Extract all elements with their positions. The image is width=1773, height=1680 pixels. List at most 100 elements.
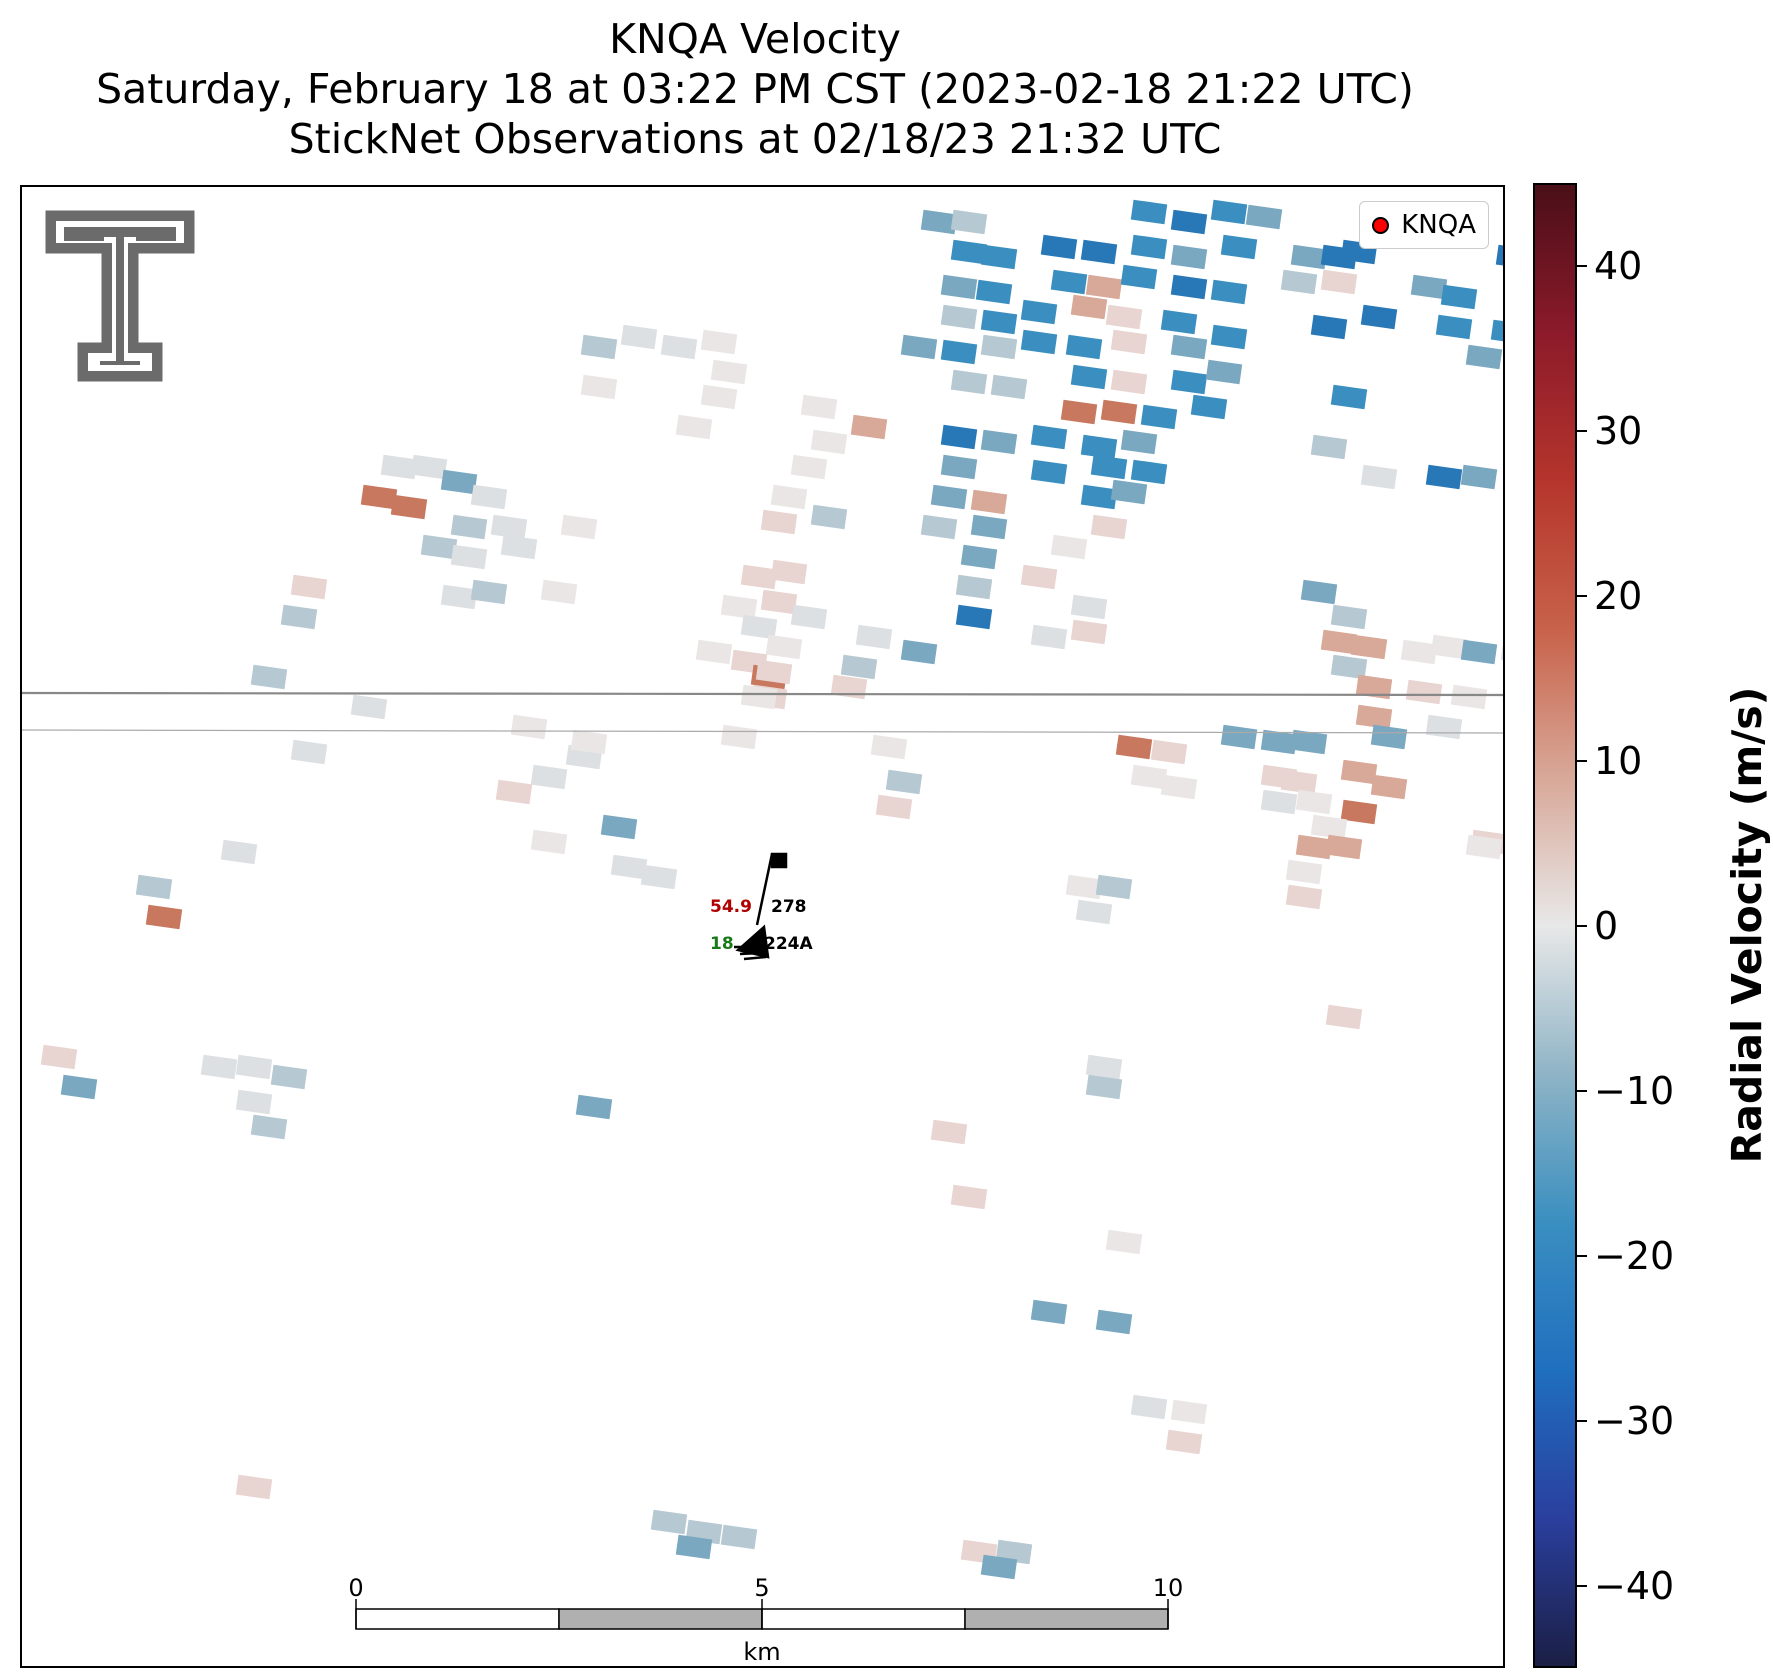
velocity-pixel (1065, 334, 1103, 360)
velocity-pixel (950, 209, 988, 235)
velocity-pixel (765, 634, 803, 660)
velocity-pixel (235, 1474, 273, 1500)
scale-bar (355, 1599, 1169, 1630)
velocity-pixel (900, 334, 938, 360)
velocity-pixel (855, 624, 893, 650)
velocity-pixel (1220, 234, 1258, 260)
velocity-pixel (770, 484, 808, 510)
velocity-pixel (470, 579, 508, 605)
velocity-pixel (1450, 684, 1488, 710)
velocity-pixel (1465, 344, 1503, 370)
legend-label: KNQA (1401, 210, 1476, 240)
colorbar-tick (1577, 264, 1587, 267)
velocity-pixel (1080, 434, 1118, 460)
velocity-pixel (1085, 1054, 1123, 1080)
velocity-pixel (1085, 1074, 1123, 1100)
velocity-pixel (1460, 639, 1498, 665)
velocity-pixel (1310, 814, 1348, 840)
velocity-pixel (220, 839, 258, 865)
velocity-pixel (1430, 634, 1468, 660)
velocity-pixel (450, 514, 488, 540)
velocity-pixel (900, 639, 938, 665)
velocity-pixel (610, 854, 648, 880)
velocity-pixel (490, 514, 528, 540)
velocity-pixel (1285, 884, 1323, 910)
colorbar (1533, 183, 1577, 1668)
velocity-pixel (1020, 299, 1058, 325)
title-line-1: KNQA Velocity (609, 15, 901, 63)
velocity-pixel (1030, 624, 1068, 650)
velocity-pixel (1260, 729, 1298, 755)
velocity-pixel (675, 414, 713, 440)
velocity-pixel (145, 904, 183, 930)
velocity-pixel (1105, 304, 1143, 330)
velocity-pixel (850, 414, 888, 440)
velocity-pixel (1500, 639, 1503, 665)
velocity-pixel (1065, 874, 1103, 900)
velocity-pixel (1290, 244, 1328, 270)
velocity-pixel (1130, 764, 1168, 790)
colorbar-tick-label: 20 (1594, 573, 1643, 618)
velocity-pixel (1340, 759, 1378, 785)
velocity-pixel (740, 614, 778, 640)
boundary-line (22, 691, 1503, 697)
velocity-pixel (1400, 639, 1438, 665)
velocity-pixels (40, 199, 1503, 1580)
velocity-pixel (720, 594, 758, 620)
velocity-pixel (560, 514, 598, 540)
velocity-pixel (250, 664, 288, 690)
velocity-pixel (1110, 329, 1148, 355)
colorbar-tick-label: −20 (1594, 1233, 1675, 1278)
velocity-pixel (695, 639, 733, 665)
velocity-pixel (950, 239, 988, 265)
velocity-pixel (420, 534, 458, 560)
velocity-pixel (1435, 314, 1473, 340)
velocity-pixel (135, 874, 173, 900)
velocity-pixel (955, 604, 993, 630)
velocity-pixel (1085, 274, 1123, 300)
velocity-pixel (800, 394, 838, 420)
velocity-pixel (1170, 334, 1208, 360)
velocity-pixel (580, 334, 618, 360)
velocity-pixel (940, 339, 978, 365)
colorbar-tick-label: −40 (1594, 1563, 1675, 1608)
velocity-pixel (660, 334, 698, 360)
velocity-pixel (1405, 679, 1443, 705)
velocity-pixel (1330, 384, 1368, 410)
scale-tick-0: 0 (348, 1574, 364, 1602)
colorbar-tick-label: 40 (1594, 243, 1643, 288)
velocity-pixel (1170, 369, 1208, 395)
velocity-pixel (1075, 899, 1113, 925)
velocity-pixel (675, 1534, 713, 1560)
velocity-pixel (1460, 464, 1498, 490)
velocity-pixel (1320, 629, 1358, 655)
velocity-pixel (1130, 459, 1168, 485)
colorbar-tick (1577, 594, 1587, 597)
velocity-pixel (440, 469, 478, 495)
velocity-pixel (760, 509, 798, 535)
velocity-pixel (575, 1094, 613, 1120)
velocity-pixel (955, 574, 993, 600)
velocity-pixel (410, 454, 448, 480)
velocity-pixel (530, 764, 568, 790)
velocity-pixel (1410, 274, 1448, 300)
station-id: 224A (764, 934, 813, 954)
velocity-pixel (870, 734, 908, 760)
velocity-pixel (1165, 1429, 1203, 1455)
velocity-pixel (1260, 789, 1298, 815)
velocity-pixel (200, 1054, 238, 1080)
velocity-pixel (920, 514, 958, 540)
velocity-pixel (720, 724, 758, 750)
colorbar-tick (1577, 924, 1587, 927)
velocity-pixel (1050, 534, 1088, 560)
velocity-pixel (950, 1184, 988, 1210)
colorbar-title: Radial Velocity (m/s) (1723, 686, 1771, 1164)
velocity-pixel (1095, 1309, 1133, 1335)
velocity-pixel (530, 829, 568, 855)
velocity-pixel (740, 684, 778, 710)
velocity-pixel (1040, 234, 1078, 260)
velocity-pixel (270, 1064, 308, 1090)
velocity-pixel (1465, 834, 1503, 860)
velocity-pixel (885, 769, 923, 795)
velocity-pixel (380, 454, 418, 480)
